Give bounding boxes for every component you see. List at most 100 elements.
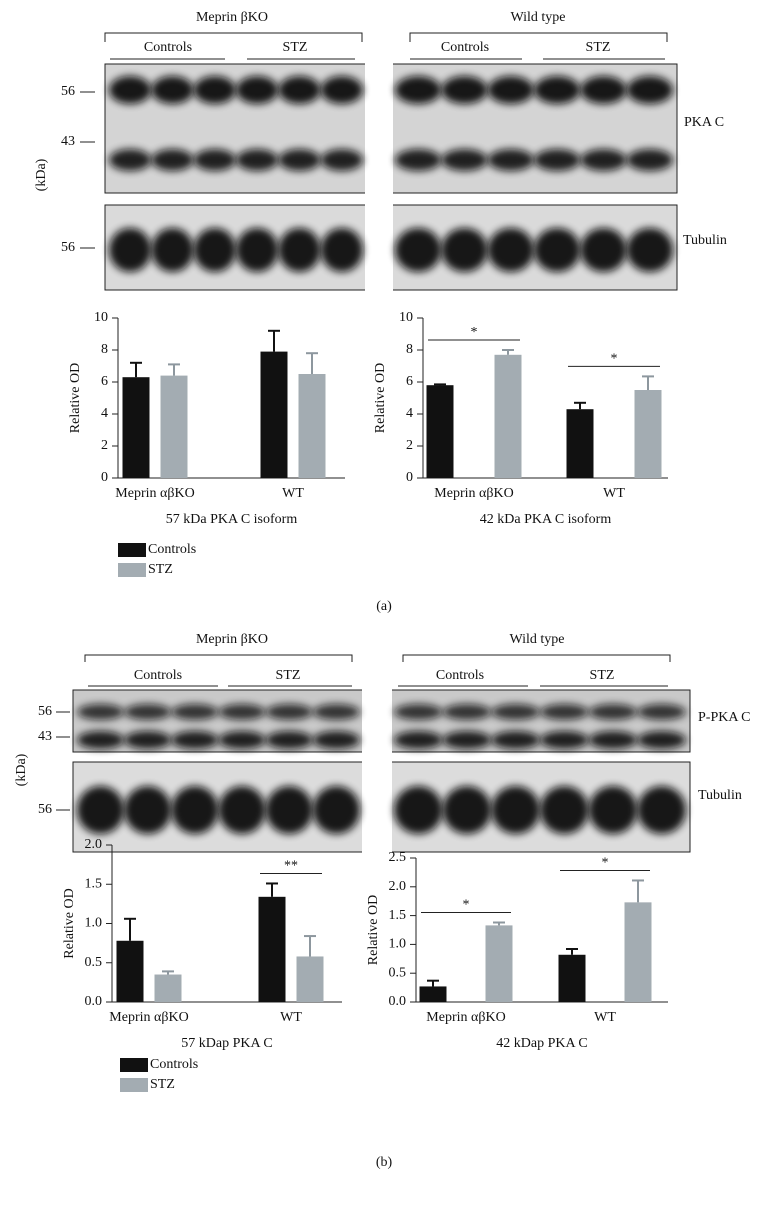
blot-band [109,228,152,272]
legend-swatch [118,543,146,557]
bar [485,925,513,1002]
blot-band [534,76,581,104]
blot-band [580,228,627,272]
blot-label: Tubulin [698,788,742,803]
y-tick-label: 1.0 [85,916,103,931]
bar [634,390,662,478]
y-tick-label: 0 [101,470,108,485]
blot-band [540,786,589,834]
marker-label: 56 [61,240,75,255]
blot-band [151,149,194,171]
subgroup-label: STZ [283,40,308,55]
bar [624,902,652,1002]
error-bar [642,375,654,390]
y-tick-label: 2.0 [389,879,407,894]
legend-label: Controls [148,542,196,557]
blot-band [487,76,534,104]
y-tick-label: 0.0 [389,994,407,1009]
bar [116,940,144,1002]
bar [558,954,586,1002]
blot-band [278,149,321,171]
blot-band [442,704,492,720]
y-tick-label: 1.5 [85,876,103,891]
blot-band [626,228,673,272]
bar [296,956,324,1002]
blot-band [278,76,321,104]
blot-band [534,149,581,171]
blot-band [77,704,125,720]
blot-band [637,731,687,749]
y-tick-label: 4 [101,406,108,421]
panel-label: (b) [376,1155,393,1170]
blot-band [151,76,194,104]
blot-band [626,76,673,104]
subgroup-label: Controls [134,668,182,683]
blot-band [320,76,364,104]
group-label: Meprin βKO [196,632,268,647]
y-tick-label: 0 [406,470,413,485]
blot-band [395,76,442,104]
y-tick-label: 0.5 [85,955,103,970]
error-bar [124,917,136,941]
error-bar [306,352,318,374]
y-tick-label: 6 [101,374,108,389]
blot-label: PKA C [684,115,724,130]
blot-band [395,149,442,171]
blot-band [491,731,540,749]
bar [298,374,326,478]
legend-label: STZ [150,1077,175,1092]
error-bar [574,401,586,410]
blot-images [72,63,691,853]
significance-label: ** [284,859,298,874]
blot-band [441,228,488,272]
blot-band [580,149,627,171]
blot-band [626,149,673,171]
x-tick-label: Meprin αβKO [434,486,513,501]
subgroup-label: STZ [276,668,301,683]
blot-band [395,228,442,272]
x-tick-label: Meprin αβKO [115,486,194,501]
blot-band [441,149,488,171]
y-axis-label: Relative OD [366,895,381,965]
error-bar [434,383,446,386]
blot-band [278,228,321,272]
bracket [84,654,353,662]
blot-band [637,786,687,834]
subgroup-label: Controls [441,40,489,55]
blot-band [124,731,172,749]
y-tick-label: 10 [94,310,108,325]
x-tick-label: WT [280,1010,302,1025]
blot-band [124,704,172,720]
blot-band [265,704,313,720]
significance-label: * [471,325,478,340]
blot-band [441,76,488,104]
legend-label: STZ [148,562,173,577]
blot-band [534,228,581,272]
y-tick-label: 1.5 [389,908,407,923]
blot-gap [365,204,393,291]
bar [258,896,286,1002]
blot-gap [362,689,392,753]
x-tick-label: Meprin αβKO [109,1010,188,1025]
blot-band [265,731,313,749]
marker-label: 56 [38,802,52,817]
error-bar [268,329,280,352]
subgroup-label: STZ [590,668,615,683]
blot-band [442,786,492,834]
blot-band [491,786,540,834]
blot-band [487,228,534,272]
bracket [409,32,668,42]
blot-band [320,228,364,272]
blot-band [218,786,266,834]
blot-band [77,731,125,749]
y-tick-label: 2.5 [389,850,407,865]
bar [122,377,150,478]
blot-band [235,228,279,272]
bar [154,974,182,1002]
error-bar [304,935,316,957]
blot-band [540,731,589,749]
group-label: Meprin βKO [196,10,268,25]
x-axis-label: 57 kDa PKA C isoform [166,512,298,527]
blot-band [312,704,360,720]
